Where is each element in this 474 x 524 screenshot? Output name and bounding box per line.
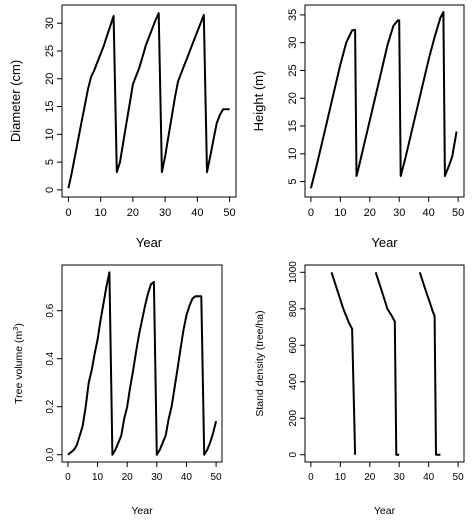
x-tick-label: 20 — [122, 472, 134, 483]
series-line-1 — [67, 12, 230, 189]
x-tick-label: 20 — [364, 207, 376, 219]
y-tick-label: 5 — [44, 159, 56, 165]
x-tick-label: 0 — [308, 472, 314, 483]
y-tick-label: 10 — [287, 148, 299, 160]
y-tick-label: 20 — [287, 92, 299, 104]
y-tick-label: 0 — [44, 187, 56, 193]
y-tick-label: 20 — [44, 73, 56, 85]
x-tick-label: 10 — [95, 207, 107, 219]
y-axis-label: Diameter (cm) — [8, 60, 23, 142]
x-tick-label: 0 — [65, 207, 71, 219]
y-tick-label: 600 — [288, 336, 299, 353]
y-tick-label: 800 — [288, 300, 299, 317]
y-tick-label: 5 — [287, 178, 299, 184]
y-tick-label: 10 — [44, 128, 56, 140]
y-tick-label: 15 — [287, 120, 299, 132]
x-tick-label: 10 — [334, 207, 346, 219]
x-axis-label: Year — [136, 235, 163, 250]
y-tick-label: 0.2 — [45, 399, 56, 413]
panel-diameter: 0 10 20 30 40 50 0 5 10 15 20 25 30 Year Diameter (cm) — [8, 4, 237, 250]
x-tick-label: 30 — [151, 472, 163, 483]
y-axis-label: Height (m) — [251, 71, 266, 132]
y-axis-label: Tree volume (m3) — [11, 323, 26, 404]
y-tick-label: 25 — [44, 45, 56, 57]
series-line-1 — [67, 271, 218, 456]
panel-height: 0 10 20 30 40 50 5 10 15 20 25 30 35 Year Height (m) — [251, 4, 465, 250]
x-tick-label: 40 — [191, 207, 203, 219]
x-tick-label: 0 — [308, 207, 314, 219]
y-tick-label: 200 — [288, 409, 299, 426]
x-tick-label: 30 — [393, 207, 405, 219]
series-line-3 — [418, 271, 441, 456]
x-tick-label: 40 — [423, 207, 435, 219]
y-tick-label: 35 — [287, 9, 299, 21]
x-tick-label: 50 — [211, 472, 223, 483]
y-tick-label: 0.0 — [45, 447, 56, 461]
x-tick-label: 50 — [453, 472, 465, 483]
panel-density: 0 10 20 30 40 50 0 200 400 600 800 1000 Year Stand de… — [254, 261, 465, 517]
y-tick-label: 25 — [287, 64, 299, 76]
y-tick-label: 30 — [287, 37, 299, 49]
x-tick-label: 30 — [394, 472, 406, 483]
plot-frame — [61, 4, 237, 198]
plot-frame — [304, 264, 465, 463]
x-tick-label: 0 — [65, 472, 71, 483]
series-line-1 — [309, 11, 458, 189]
x-tick-label: 10 — [92, 472, 104, 483]
x-axis-label: Year — [131, 505, 153, 517]
x-tick-label: 50 — [452, 207, 464, 219]
y-tick-label: 1000 — [288, 261, 299, 284]
x-tick-label: 50 — [223, 207, 235, 219]
y-tick-label: 30 — [44, 17, 56, 29]
plot-frame — [61, 264, 223, 463]
x-tick-label: 10 — [335, 472, 347, 483]
x-tick-label: 30 — [159, 207, 171, 219]
plot-frame — [304, 4, 465, 198]
y-tick-label: 0 — [288, 451, 299, 457]
x-axis-label: Year — [371, 235, 398, 250]
panel-volume: 0 10 20 30 40 50 0.0 0.2 0.4 0.6 Year Tree volume (… — [11, 264, 223, 517]
y-tick-label: 15 — [44, 100, 56, 112]
x-tick-label: 20 — [364, 472, 376, 483]
x-tick-label: 20 — [127, 207, 139, 219]
x-tick-label: 40 — [423, 472, 435, 483]
x-tick-label: 40 — [181, 472, 193, 483]
y-tick-label: 0.4 — [45, 351, 56, 365]
x-axis-label: Year — [374, 505, 396, 517]
series-line-1 — [330, 271, 357, 455]
y-axis-label: Stand density (tree/ha) — [254, 310, 266, 416]
series-line-2 — [374, 271, 400, 456]
y-tick-label: 400 — [288, 373, 299, 390]
y-tick-label: 0.6 — [45, 303, 56, 317]
